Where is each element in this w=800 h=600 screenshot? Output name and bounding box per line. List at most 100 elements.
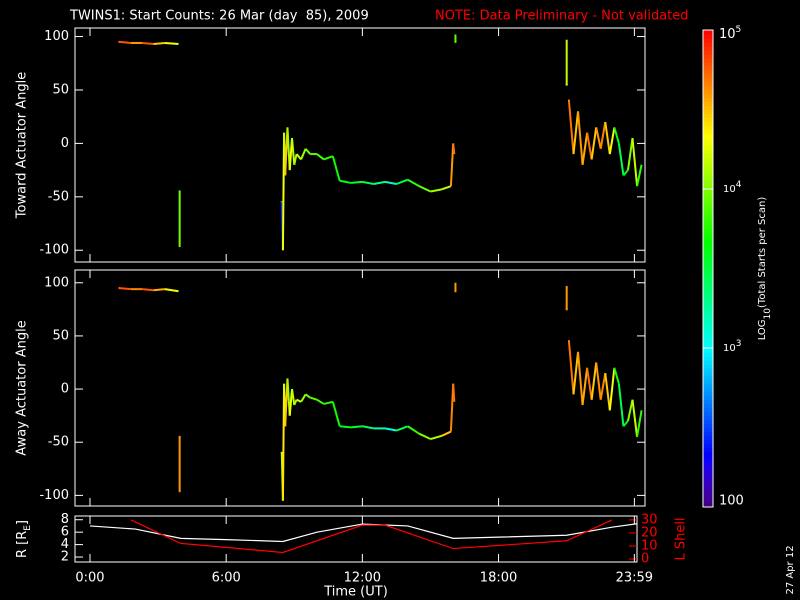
trace-segment xyxy=(631,137,639,187)
colorbar-cell xyxy=(703,177,713,182)
y-tick-label: -50 xyxy=(48,435,69,450)
colorbar-cell xyxy=(703,97,713,103)
y-tick-label: 0 xyxy=(61,382,69,397)
y-tick-label: 0 xyxy=(61,136,69,151)
trace-segment xyxy=(590,127,598,160)
trace-segment xyxy=(295,153,302,161)
colorbar-cell xyxy=(703,383,713,389)
trace-segment xyxy=(599,372,607,400)
y-tick-label: 100 xyxy=(44,29,69,44)
y-axis-label-part: ] xyxy=(15,520,30,525)
colorbar-cell xyxy=(703,443,713,448)
colorbar-cell xyxy=(703,121,713,126)
colorbar-cell xyxy=(703,157,713,162)
trace-segment xyxy=(350,425,363,429)
colorbar-cell xyxy=(703,101,713,107)
trace-segment xyxy=(617,383,625,427)
colorbar-cell xyxy=(703,387,713,393)
date-stamp: 27 Apr 12 xyxy=(785,545,796,594)
trace-segment xyxy=(407,425,420,435)
colorbar-cell xyxy=(703,340,713,345)
colorbar-tick-label-part: 10 xyxy=(723,184,736,195)
trace-segment xyxy=(153,41,165,46)
colorbar-cell xyxy=(703,316,713,321)
colorbar-cell xyxy=(703,264,713,269)
colorbar-cell xyxy=(703,260,713,266)
colorbar-cell xyxy=(703,503,713,508)
colorbar-cell xyxy=(703,367,713,373)
colorbar-cell xyxy=(703,244,713,250)
trace-segment xyxy=(626,399,634,422)
colorbar-cell xyxy=(703,252,713,258)
y-axis-label: Away Actuator Angle xyxy=(15,320,30,455)
trace-segment xyxy=(331,155,341,182)
colorbar-cell xyxy=(703,73,713,79)
trace-segment xyxy=(586,132,593,160)
trace-segment xyxy=(622,169,629,177)
trace-segment xyxy=(384,427,397,432)
trace-segment xyxy=(300,393,307,403)
trace-segment xyxy=(636,410,643,438)
colorbar-label-part: LOG xyxy=(757,319,768,340)
colorbar-cell xyxy=(703,487,713,492)
trace-segment xyxy=(350,180,363,184)
trace-segment xyxy=(418,432,431,440)
colorbar-tick-label: 100 xyxy=(719,494,744,509)
colorbar-cell xyxy=(703,240,713,246)
colorbar-cell xyxy=(703,280,713,285)
colorbar-cell xyxy=(703,105,713,110)
trace-segment xyxy=(373,180,386,185)
colorbar-cell xyxy=(703,89,713,95)
colorbar-cell xyxy=(703,161,713,166)
colorbar-cell xyxy=(703,145,713,150)
colorbar-cell xyxy=(703,30,713,35)
x-axis-label: Time (UT) xyxy=(323,585,388,600)
colorbar-cell xyxy=(703,189,713,194)
colorbar-cell xyxy=(703,471,713,476)
colorbar-tick-label: 105 xyxy=(719,25,741,42)
colorbar-cell xyxy=(703,137,713,142)
trace-segment xyxy=(590,362,598,400)
y-tick-label: 2 xyxy=(61,550,69,565)
trace-segment xyxy=(604,372,611,411)
colorbar-cell xyxy=(703,208,713,214)
colorbar-cell xyxy=(703,212,713,218)
colorbar-cell xyxy=(703,491,713,496)
colorbar-cell xyxy=(703,228,713,234)
colorbar-cell xyxy=(703,248,713,254)
trace-segment xyxy=(617,143,625,176)
trace-segment xyxy=(164,288,179,293)
colorbar-cell xyxy=(703,495,713,500)
plot-frame xyxy=(74,27,646,263)
y-axis-label-part: R [R xyxy=(15,531,30,558)
y-tick-label: -50 xyxy=(48,189,69,204)
colorbar-cell xyxy=(703,419,713,425)
trace-segment xyxy=(339,425,352,429)
trace-segment xyxy=(396,425,409,432)
colorbar-cell xyxy=(703,375,713,381)
colorbar-cell xyxy=(703,200,713,206)
trace-segment xyxy=(339,179,352,184)
colorbar-cell xyxy=(703,288,713,293)
y-tick-label: 4 xyxy=(61,537,69,552)
note: NOTE: Data Preliminary - Not validated xyxy=(435,9,689,24)
colorbar-cell xyxy=(703,447,713,452)
trace-segment xyxy=(595,362,602,400)
y-tick-label: 6 xyxy=(61,525,69,540)
trace-segment xyxy=(305,393,311,399)
trace-segment xyxy=(362,180,374,185)
orbit-line xyxy=(130,519,613,554)
colorbar-cell xyxy=(703,153,713,158)
trace-segment xyxy=(396,178,409,185)
colorbar-tick-label-part: 10 xyxy=(723,343,736,354)
colorbar-cell xyxy=(703,475,713,480)
colorbar-tick-label-part: 4 xyxy=(736,180,742,190)
colorbar-cell xyxy=(703,220,713,226)
colorbar-cell xyxy=(703,407,713,413)
colorbar-cell xyxy=(703,439,713,444)
y2-tick-label: 30 xyxy=(641,512,658,527)
trace-segment xyxy=(384,180,397,185)
colorbar-cell xyxy=(703,268,713,273)
x-tick-label: 12:00 xyxy=(344,571,381,586)
